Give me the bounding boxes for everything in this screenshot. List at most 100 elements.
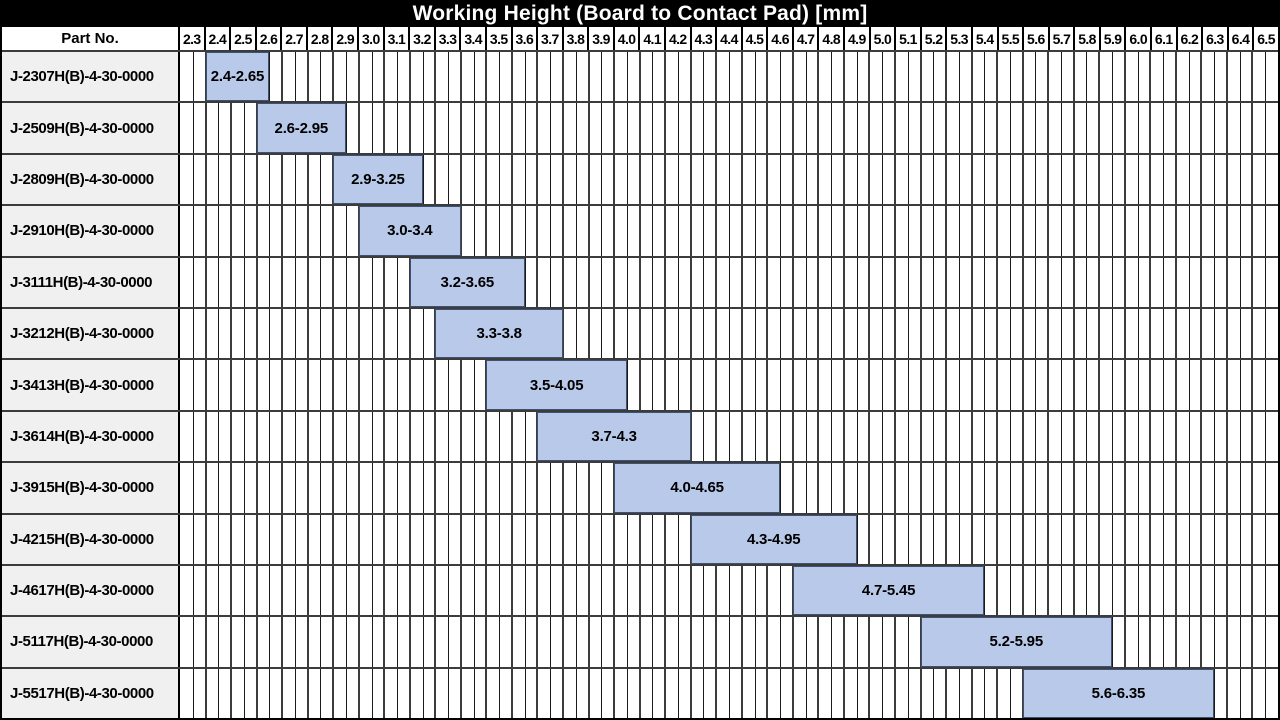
grid-line-major xyxy=(204,617,207,667)
grid-line-major xyxy=(357,411,360,462)
grid-line-major xyxy=(817,617,820,667)
grid-line-minor xyxy=(626,257,628,307)
grid-line-major xyxy=(1123,565,1126,616)
grid-line-minor xyxy=(677,206,679,256)
grid-line-major xyxy=(1251,360,1254,410)
grid-line-major xyxy=(306,308,309,359)
grid-line-minor xyxy=(371,52,373,102)
grid-line-major xyxy=(1072,154,1075,205)
grid-line-minor xyxy=(754,257,756,307)
grid-line-minor xyxy=(601,52,603,102)
grid-line-minor xyxy=(473,668,475,719)
grid-line-major xyxy=(204,103,207,153)
axis-tick-label-3.7: 3.7 xyxy=(536,27,562,50)
grid-line-minor xyxy=(1163,463,1165,513)
grid-line-minor xyxy=(1137,154,1139,205)
grid-line-minor xyxy=(243,514,245,564)
grid-line-minor xyxy=(422,411,424,462)
grid-line-major xyxy=(970,514,973,564)
axis-tick-label-4.4: 4.4 xyxy=(715,27,741,50)
part-number: J-5117H(B)-4-30-0000 xyxy=(2,617,180,667)
grid-line-minor xyxy=(524,52,526,102)
grid-line-minor xyxy=(958,206,960,256)
grid-line-minor xyxy=(882,206,884,256)
grid-line-major xyxy=(204,206,207,256)
part-number: J-3915H(B)-4-30-0000 xyxy=(2,463,180,513)
grid-line-minor xyxy=(269,257,271,307)
grid-line-major xyxy=(587,52,590,102)
grid-line-minor xyxy=(192,206,194,256)
part-no-column-header: Part No. xyxy=(2,27,180,50)
grid-line-major xyxy=(230,514,233,564)
grid-line-minor xyxy=(1239,257,1241,307)
header-row: Part No. 2.3 2.4 2.5 2.6 2.7 2.8 2.9 3.0 3.1 3.2 3… xyxy=(2,27,1278,52)
grid-line-major xyxy=(408,411,411,462)
grid-line-major xyxy=(510,463,513,513)
grid-line-major xyxy=(842,668,845,719)
grid-line-major xyxy=(996,257,999,307)
grid-line-major xyxy=(1047,154,1050,205)
grid-line-major xyxy=(715,617,718,667)
grid-line-minor xyxy=(550,103,552,153)
grid-line-minor xyxy=(805,411,807,462)
grid-line-minor xyxy=(677,154,679,205)
grid-line-major xyxy=(791,411,794,462)
grid-line-major xyxy=(996,668,999,719)
grid-line-minor xyxy=(1086,154,1088,205)
grid-line-major xyxy=(281,257,284,307)
part-number: J-3614H(B)-4-30-0000 xyxy=(2,411,180,462)
grid-line-major xyxy=(740,565,743,616)
grid-line-major xyxy=(970,52,973,102)
grid-line-major xyxy=(740,617,743,667)
grid-line-major xyxy=(306,565,309,616)
grid-line-minor xyxy=(345,668,347,719)
grid-line-major xyxy=(1149,257,1152,307)
grid-line-major xyxy=(383,565,386,616)
grid-line-major xyxy=(485,668,488,719)
grid-line-major xyxy=(510,103,513,153)
row-grid: 2.4-2.65 xyxy=(180,52,1278,102)
axis-tick-label-5.0: 5.0 xyxy=(868,27,895,50)
grid-line-minor xyxy=(652,514,654,564)
grid-line-major xyxy=(587,463,590,513)
grid-line-major xyxy=(1174,617,1177,667)
grid-line-major xyxy=(689,308,692,359)
grid-line-minor xyxy=(575,514,577,564)
row-grid: 4.0-4.65 xyxy=(180,463,1278,513)
grid-line-major xyxy=(255,206,258,256)
grid-line-minor xyxy=(1265,206,1267,256)
grid-line-major xyxy=(510,617,513,667)
grid-line-minor xyxy=(371,617,373,667)
grid-line-major xyxy=(1123,52,1126,102)
grid-line-major xyxy=(817,52,820,102)
grid-line-minor xyxy=(1060,565,1062,616)
grid-line-minor xyxy=(371,565,373,616)
grid-line-major xyxy=(791,154,794,205)
grid-line-minor xyxy=(984,308,986,359)
grid-line-minor xyxy=(218,463,220,513)
grid-line-minor xyxy=(933,463,935,513)
table-row: J-3212H(B)-4-30-0000 3.3-3.8 xyxy=(2,308,1278,361)
grid-line-minor xyxy=(1112,360,1114,410)
grid-line-major xyxy=(791,257,794,307)
grid-line-minor xyxy=(933,360,935,410)
axis-tick-label-2.5: 2.5 xyxy=(229,27,255,50)
grid-line-major xyxy=(536,257,539,307)
grid-line-minor xyxy=(499,514,501,564)
grid-line-minor xyxy=(754,206,756,256)
row-grid: 4.7-5.45 xyxy=(180,565,1278,616)
grid-line-major xyxy=(715,411,718,462)
grid-line-minor xyxy=(933,257,935,307)
grid-line-major xyxy=(945,52,948,102)
grid-line-major xyxy=(1174,154,1177,205)
grid-line-major xyxy=(306,411,309,462)
grid-line-major xyxy=(613,617,616,667)
grid-line-minor xyxy=(524,565,526,616)
axis-tick-label-4.0: 4.0 xyxy=(612,27,639,50)
grid-line-minor xyxy=(320,257,322,307)
grid-line-minor xyxy=(1239,565,1241,616)
grid-line-major xyxy=(332,360,335,410)
part-number: J-2910H(B)-4-30-0000 xyxy=(2,206,180,256)
grid-line-major xyxy=(1149,360,1152,410)
grid-line-minor xyxy=(754,360,756,410)
